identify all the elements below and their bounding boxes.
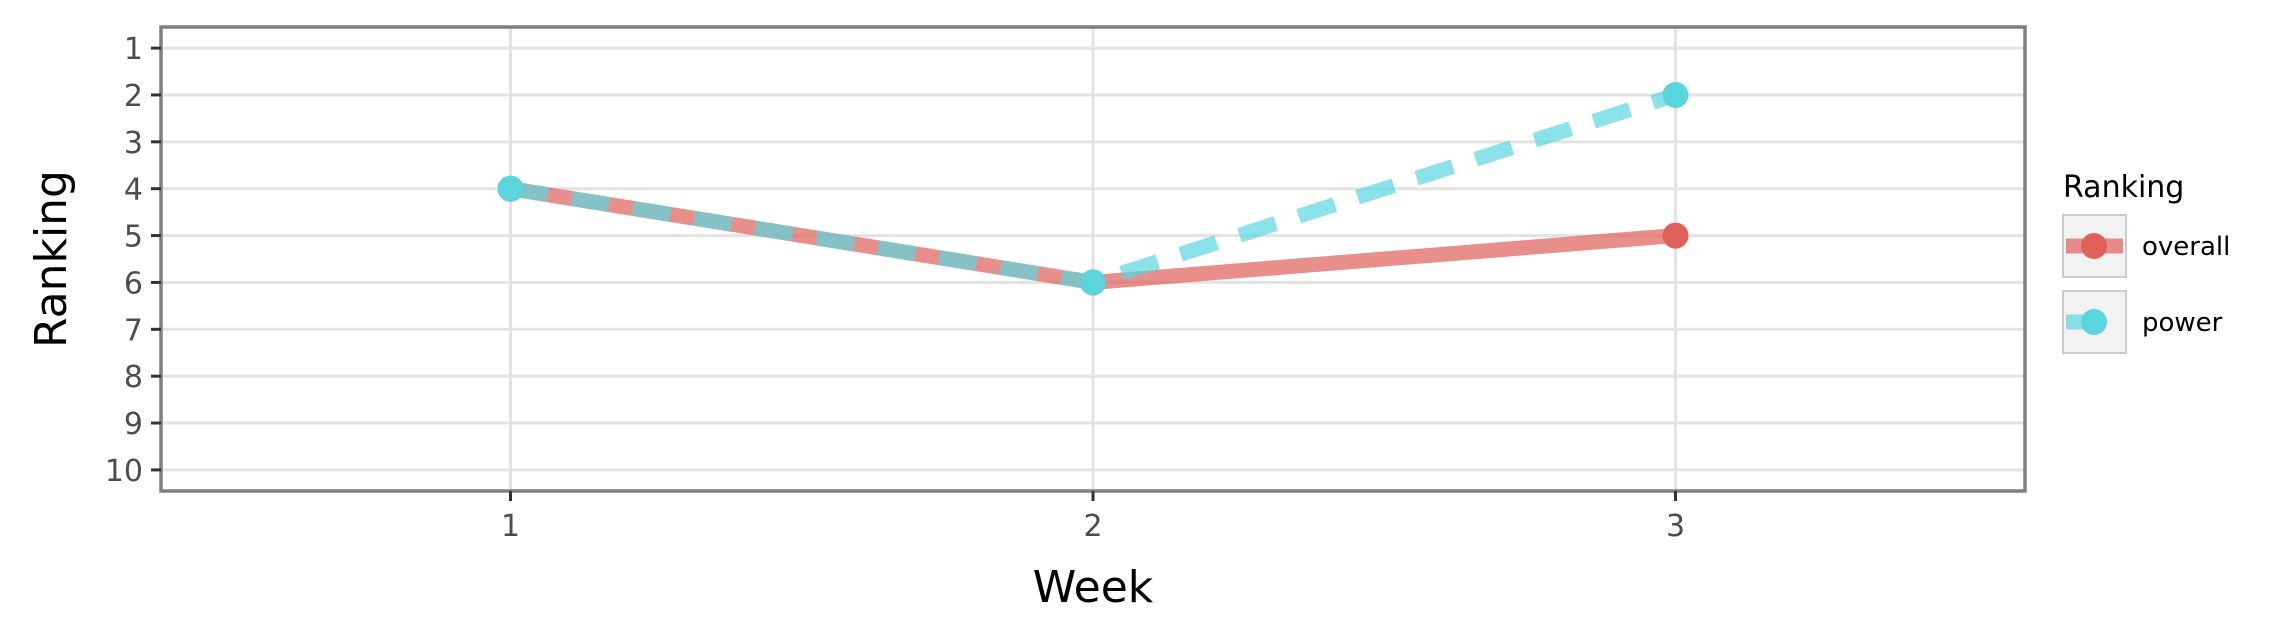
data-point-power xyxy=(1080,269,1106,296)
data-point-power xyxy=(1662,81,1689,108)
axis-ticks: 1 2 3 4 5 6 7 8 9 10 1 2 3 xyxy=(105,32,1685,544)
y-tick-label: 9 xyxy=(124,407,143,442)
y-axis-title: Ranking xyxy=(26,170,77,348)
y-tick-label: 10 xyxy=(105,454,143,489)
legend-marker-overall xyxy=(2081,233,2107,259)
y-tick-label: 8 xyxy=(124,360,143,395)
x-tick-label: 1 xyxy=(501,509,520,544)
y-tick-label: 7 xyxy=(124,313,143,348)
data-point-power xyxy=(497,175,524,202)
grid xyxy=(161,27,2025,491)
data-point-overall xyxy=(1662,222,1689,249)
legend-label-power: power xyxy=(2142,308,2223,338)
x-tick-label: 3 xyxy=(1666,509,1685,544)
y-tick-label: 5 xyxy=(124,220,143,255)
y-tick-label: 3 xyxy=(124,126,143,161)
x-tick-label: 2 xyxy=(1083,509,1102,544)
y-tick-label: 1 xyxy=(124,32,143,67)
legend-marker-power xyxy=(2081,309,2107,335)
legend: Ranking overall power xyxy=(2062,170,2230,354)
legend-title: Ranking xyxy=(2063,170,2184,205)
y-tick-label: 2 xyxy=(124,79,143,114)
y-tick-label: 6 xyxy=(124,266,143,301)
series-layer xyxy=(497,81,1689,296)
y-tick-label: 4 xyxy=(124,173,143,208)
legend-label-overall: overall xyxy=(2142,232,2230,262)
x-axis-title: Week xyxy=(1033,562,1154,613)
